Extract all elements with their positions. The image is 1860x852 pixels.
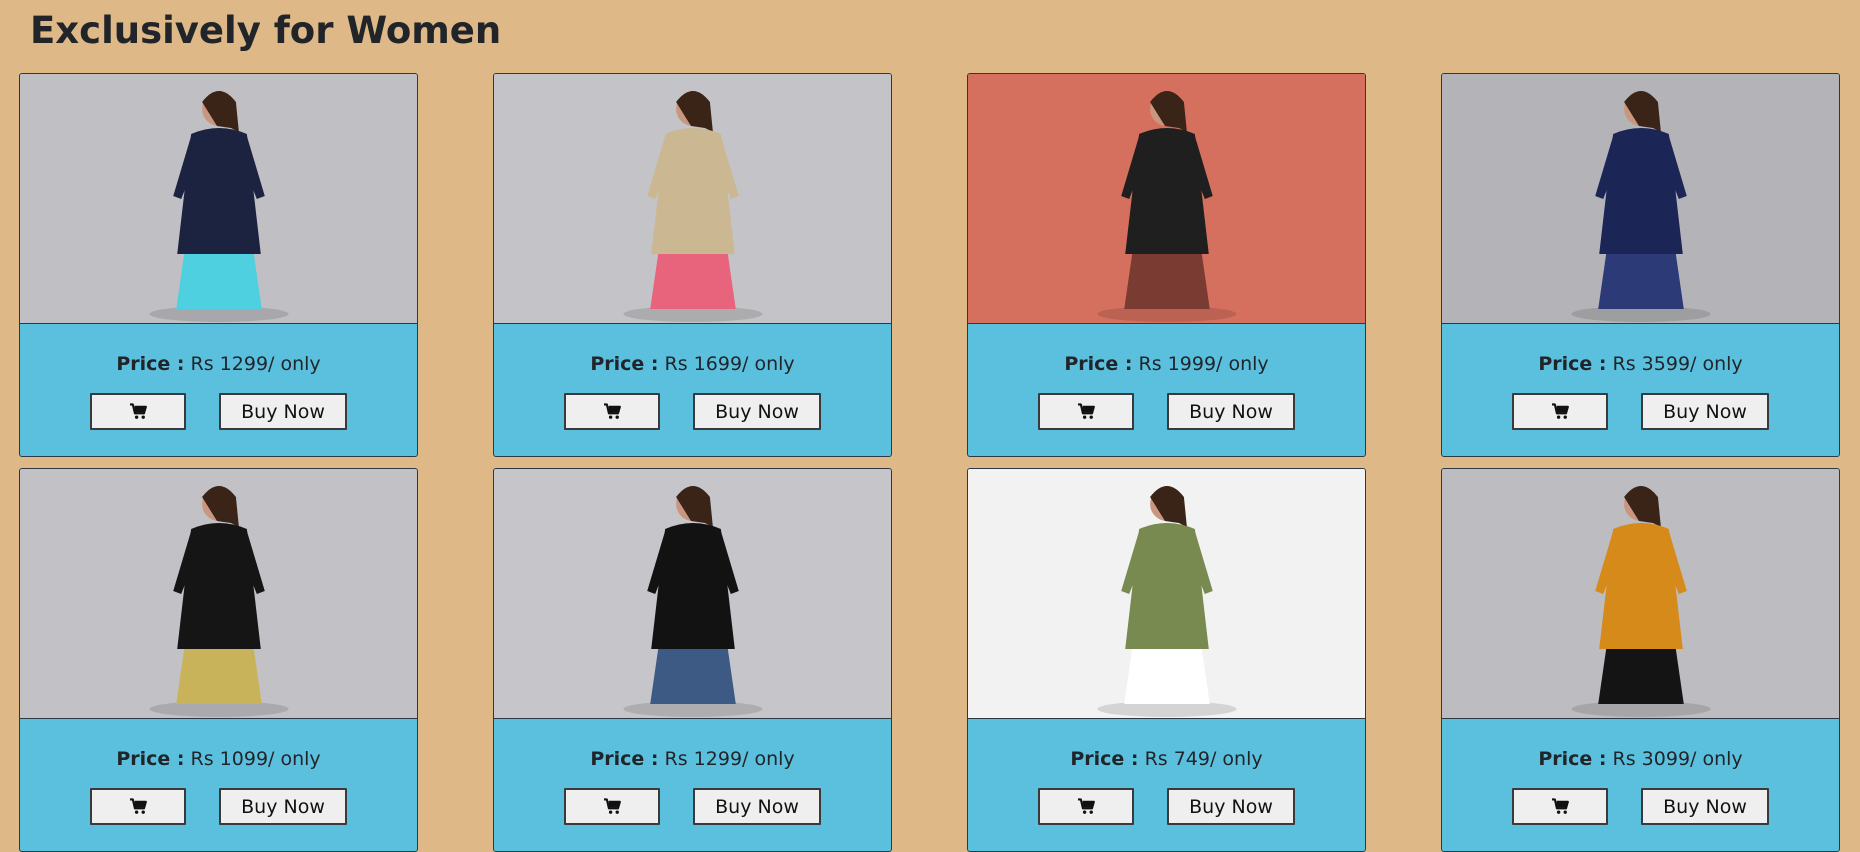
price-label: Price : (1538, 353, 1607, 375)
product-card-body: Price : Rs 1999/ only Buy Now (968, 324, 1365, 456)
product-actions: Buy Now (90, 393, 347, 430)
product-price: Price : Rs 1299/ only (590, 747, 794, 771)
product-price: Price : Rs 1299/ only (116, 352, 320, 376)
buy-now-button[interactable]: Buy Now (1641, 788, 1769, 825)
price-value: Rs 1699/ only (664, 353, 795, 375)
product-card: Price : Rs 1299/ only Buy Now (19, 73, 418, 457)
product-actions: Buy Now (1038, 393, 1295, 430)
buy-now-button[interactable]: Buy Now (219, 788, 347, 825)
product-card-body: Price : Rs 749/ only Buy Now (968, 719, 1365, 851)
buy-now-button[interactable]: Buy Now (693, 393, 821, 430)
price-label: Price : (590, 353, 659, 375)
product-price: Price : Rs 3099/ only (1538, 747, 1742, 771)
product-card: Price : Rs 1099/ only Buy Now (19, 468, 418, 852)
product-price: Price : Rs 1999/ only (1064, 352, 1268, 376)
product-grid: Price : Rs 1299/ only Buy Now Price : Rs 1… (19, 73, 1840, 852)
product-card-body: Price : Rs 3599/ only Buy Now (1442, 324, 1839, 456)
product-card: Price : Rs 1699/ only Buy Now (493, 73, 892, 457)
shopping-cart-icon (129, 798, 148, 815)
price-label: Price : (116, 748, 185, 770)
product-price: Price : Rs 749/ only (1070, 747, 1262, 771)
product-actions: Buy Now (564, 788, 821, 825)
price-value: Rs 749/ only (1144, 748, 1263, 770)
product-image[interactable] (494, 469, 891, 719)
product-price: Price : Rs 1099/ only (116, 747, 320, 771)
add-to-cart-button[interactable] (1512, 393, 1608, 430)
price-label: Price : (1064, 353, 1133, 375)
price-value: Rs 3599/ only (1612, 353, 1743, 375)
product-card-body: Price : Rs 1299/ only Buy Now (20, 324, 417, 456)
add-to-cart-button[interactable] (1038, 788, 1134, 825)
product-image[interactable] (494, 74, 891, 324)
product-actions: Buy Now (1512, 788, 1769, 825)
add-to-cart-button[interactable] (90, 788, 186, 825)
product-image[interactable] (968, 469, 1365, 719)
add-to-cart-button[interactable] (1512, 788, 1608, 825)
product-card-body: Price : Rs 1299/ only Buy Now (494, 719, 891, 851)
shopping-cart-icon (1551, 798, 1570, 815)
shopping-cart-icon (603, 403, 622, 420)
shopping-cart-icon (603, 798, 622, 815)
price-label: Price : (590, 748, 659, 770)
buy-now-button[interactable]: Buy Now (1641, 393, 1769, 430)
product-card: Price : Rs 3099/ only Buy Now (1441, 468, 1840, 852)
product-actions: Buy Now (1512, 393, 1769, 430)
shopping-cart-icon (1551, 403, 1570, 420)
buy-now-button[interactable]: Buy Now (693, 788, 821, 825)
price-value: Rs 1299/ only (190, 353, 321, 375)
shopping-cart-icon (129, 403, 148, 420)
product-image[interactable] (1442, 74, 1839, 324)
product-image[interactable] (20, 469, 417, 719)
product-actions: Buy Now (90, 788, 347, 825)
shopping-cart-icon (1077, 403, 1096, 420)
page-title: Exclusively for Women (30, 9, 502, 52)
product-actions: Buy Now (564, 393, 821, 430)
add-to-cart-button[interactable] (564, 393, 660, 430)
price-value: Rs 3099/ only (1612, 748, 1743, 770)
shopping-cart-icon (1077, 798, 1096, 815)
buy-now-button[interactable]: Buy Now (219, 393, 347, 430)
product-card-body: Price : Rs 3099/ only Buy Now (1442, 719, 1839, 851)
price-value: Rs 1099/ only (190, 748, 321, 770)
product-card-body: Price : Rs 1099/ only Buy Now (20, 719, 417, 851)
product-card: Price : Rs 3599/ only Buy Now (1441, 73, 1840, 457)
buy-now-button[interactable]: Buy Now (1167, 393, 1295, 430)
price-label: Price : (116, 353, 185, 375)
product-price: Price : Rs 1699/ only (590, 352, 794, 376)
product-card-body: Price : Rs 1699/ only Buy Now (494, 324, 891, 456)
product-image[interactable] (1442, 469, 1839, 719)
product-card: Price : Rs 1999/ only Buy Now (967, 73, 1366, 457)
product-price: Price : Rs 3599/ only (1538, 352, 1742, 376)
add-to-cart-button[interactable] (564, 788, 660, 825)
price-value: Rs 1299/ only (664, 748, 795, 770)
product-image[interactable] (968, 74, 1365, 324)
price-value: Rs 1999/ only (1138, 353, 1269, 375)
add-to-cart-button[interactable] (90, 393, 186, 430)
buy-now-button[interactable]: Buy Now (1167, 788, 1295, 825)
price-label: Price : (1538, 748, 1607, 770)
product-actions: Buy Now (1038, 788, 1295, 825)
price-label: Price : (1070, 748, 1139, 770)
product-image[interactable] (20, 74, 417, 324)
add-to-cart-button[interactable] (1038, 393, 1134, 430)
product-card: Price : Rs 749/ only Buy Now (967, 468, 1366, 852)
product-card: Price : Rs 1299/ only Buy Now (493, 468, 892, 852)
